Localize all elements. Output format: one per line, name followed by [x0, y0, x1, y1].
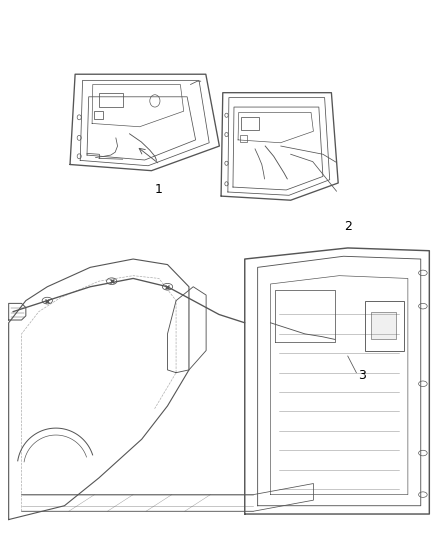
- Circle shape: [419, 303, 427, 309]
- Text: 2: 2: [344, 220, 352, 232]
- Circle shape: [77, 154, 81, 159]
- Circle shape: [419, 381, 427, 386]
- FancyBboxPatch shape: [240, 135, 247, 142]
- FancyBboxPatch shape: [94, 111, 103, 119]
- FancyBboxPatch shape: [99, 93, 123, 107]
- Circle shape: [419, 450, 427, 456]
- FancyBboxPatch shape: [241, 117, 259, 130]
- Circle shape: [225, 182, 228, 186]
- Circle shape: [77, 115, 81, 120]
- Circle shape: [150, 95, 160, 107]
- Text: 1: 1: [154, 183, 162, 196]
- Circle shape: [225, 113, 228, 117]
- Circle shape: [225, 133, 228, 136]
- Circle shape: [225, 161, 228, 165]
- Circle shape: [106, 278, 117, 285]
- Text: 3: 3: [358, 369, 366, 382]
- Circle shape: [162, 284, 173, 290]
- FancyBboxPatch shape: [371, 312, 396, 340]
- Circle shape: [419, 492, 427, 497]
- FancyBboxPatch shape: [365, 301, 403, 351]
- Circle shape: [42, 297, 53, 304]
- Circle shape: [419, 270, 427, 276]
- Circle shape: [77, 135, 81, 140]
